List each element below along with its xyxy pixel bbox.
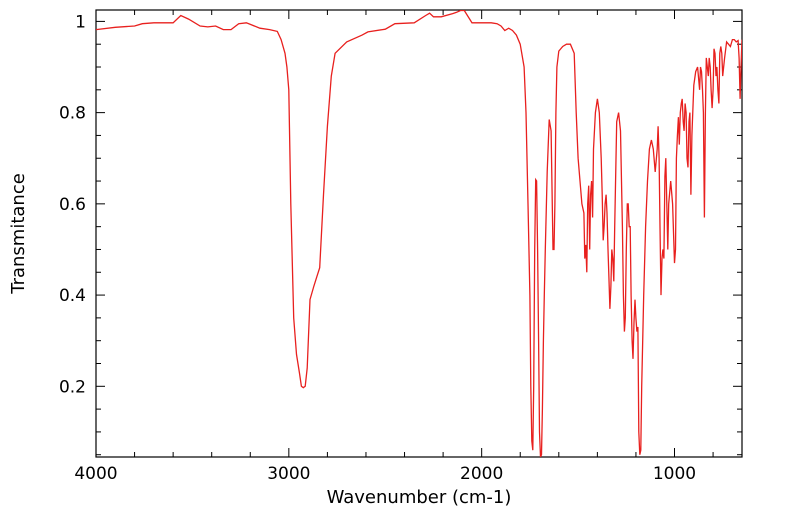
x-axis-title: Wavenumber (cm-1) <box>327 487 512 508</box>
x-tick-label: 3000 <box>267 464 310 484</box>
plot-frame <box>95 9 743 458</box>
x-tick-label: 2000 <box>460 464 503 484</box>
y-tick-label: 0.8 <box>59 104 86 124</box>
y-tick-label: 0.6 <box>59 195 86 215</box>
axis-ticks <box>95 10 742 457</box>
axis-tick-labels: 4000 3000 2000 1000 0.2 0.4 0.6 0.8 1 <box>59 12 696 484</box>
x-tick-label: 4000 <box>74 464 117 484</box>
y-axis-title: Transmitance <box>8 173 29 295</box>
x-tick-label: 1000 <box>653 464 696 484</box>
y-tick-label: 1 <box>75 12 86 32</box>
y-tick-label: 0.4 <box>59 286 86 306</box>
y-tick-label: 0.2 <box>59 377 86 397</box>
transmittance-series-line <box>96 10 742 457</box>
